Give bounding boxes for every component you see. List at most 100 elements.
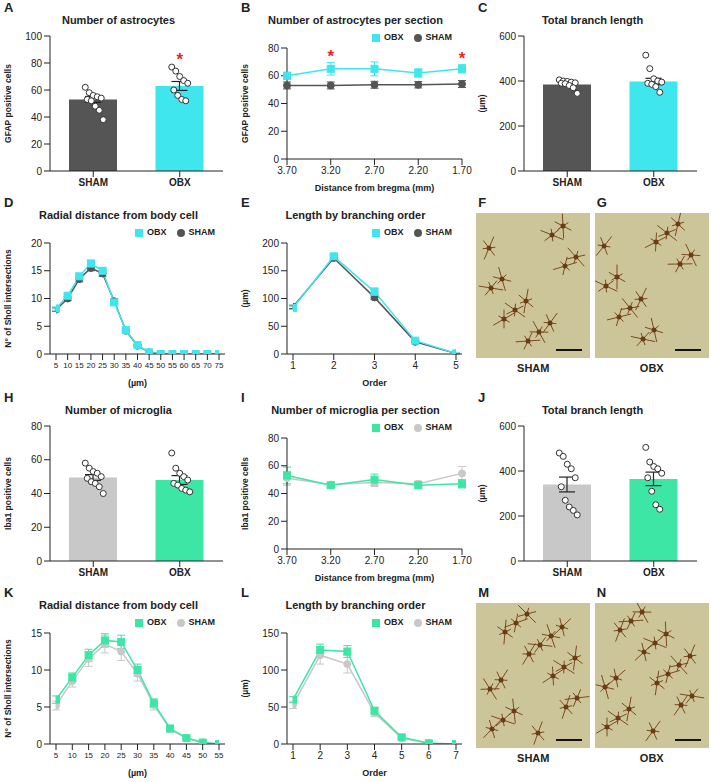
svg-text:10: 10 (31, 293, 43, 304)
svg-text:*: * (459, 49, 466, 68)
svg-text:7: 7 (453, 750, 459, 761)
svg-text:N° of Sholl intersections: N° of Sholl intersections (3, 249, 13, 348)
svg-text:(µm): (µm) (477, 94, 487, 112)
svg-text:Distance from bregma (mm): Distance from bregma (mm) (315, 183, 435, 193)
svg-text:60: 60 (268, 460, 280, 471)
svg-text:60: 60 (180, 361, 189, 370)
svg-text:3.20: 3.20 (321, 555, 341, 566)
svg-text:6: 6 (426, 750, 432, 761)
svg-text:20: 20 (31, 238, 43, 249)
svg-text:25: 25 (98, 361, 107, 370)
svg-text:1: 1 (290, 750, 296, 761)
svg-text:70: 70 (203, 361, 212, 370)
svg-text:2: 2 (317, 750, 323, 761)
svg-text:10: 10 (63, 361, 72, 370)
svg-text:0: 0 (273, 739, 279, 750)
svg-text:15: 15 (31, 265, 43, 276)
svg-text:1.70: 1.70 (452, 165, 472, 176)
svg-text:4: 4 (372, 750, 378, 761)
svg-text:45: 45 (182, 751, 191, 760)
svg-text:600: 600 (499, 31, 516, 42)
svg-text:SHAM: SHAM (553, 567, 582, 578)
svg-text:2.20: 2.20 (409, 555, 429, 566)
svg-text:15: 15 (75, 361, 84, 370)
svg-text:35: 35 (149, 751, 158, 760)
svg-text:40: 40 (31, 112, 43, 123)
svg-text:0: 0 (510, 166, 516, 177)
svg-text:50: 50 (198, 751, 207, 760)
svg-text:2.70: 2.70 (365, 555, 385, 566)
svg-text:10: 10 (68, 751, 77, 760)
svg-text:5: 5 (54, 361, 59, 370)
svg-text:Iba1 positive cells: Iba1 positive cells (240, 457, 250, 530)
svg-text:SHAM: SHAM (79, 567, 108, 578)
svg-text:80: 80 (31, 421, 43, 432)
svg-text:80: 80 (268, 433, 280, 444)
svg-text:Iba1 positive cells: Iba1 positive cells (3, 457, 13, 530)
svg-text:GFAP positive cells: GFAP positive cells (240, 64, 250, 143)
svg-text:Order: Order (362, 378, 387, 388)
svg-text:0: 0 (273, 154, 279, 165)
svg-text:0: 0 (36, 739, 42, 750)
svg-text:60: 60 (31, 85, 43, 96)
svg-text:20: 20 (100, 751, 109, 760)
svg-text:20: 20 (86, 361, 95, 370)
svg-text:0: 0 (36, 166, 42, 177)
svg-text:Distance from bregma (mm): Distance from bregma (mm) (315, 573, 435, 583)
svg-text:20: 20 (268, 516, 280, 527)
svg-text:2.20: 2.20 (409, 165, 429, 176)
svg-text:(µm): (µm) (240, 289, 250, 307)
svg-text:OBX: OBX (169, 567, 191, 578)
svg-text:400: 400 (499, 466, 516, 477)
svg-text:40: 40 (133, 361, 142, 370)
svg-text:200: 200 (262, 238, 279, 249)
svg-text:1.70: 1.70 (452, 555, 472, 566)
svg-text:40: 40 (31, 488, 43, 499)
svg-text:35: 35 (121, 361, 130, 370)
svg-text:40: 40 (166, 751, 175, 760)
svg-text:40: 40 (268, 488, 280, 499)
svg-text:(µm): (µm) (128, 378, 147, 388)
svg-text:0: 0 (36, 556, 42, 567)
svg-text:5: 5 (453, 360, 459, 371)
svg-text:100: 100 (262, 293, 279, 304)
svg-text:3: 3 (372, 360, 378, 371)
svg-text:Order: Order (362, 768, 387, 778)
svg-text:40: 40 (268, 98, 280, 109)
svg-text:55: 55 (168, 361, 177, 370)
svg-text:5: 5 (399, 750, 405, 761)
svg-text:30: 30 (110, 361, 119, 370)
svg-text:3.20: 3.20 (321, 165, 341, 176)
svg-text:45: 45 (145, 361, 154, 370)
svg-text:60: 60 (31, 454, 43, 465)
svg-text:5: 5 (54, 751, 59, 760)
svg-text:25: 25 (117, 751, 126, 760)
svg-text:50: 50 (268, 321, 280, 332)
svg-text:0: 0 (273, 349, 279, 360)
svg-text:0: 0 (273, 544, 279, 555)
svg-text:*: * (176, 50, 183, 69)
svg-text:200: 200 (499, 511, 516, 522)
svg-text:N° of Sholl intersections: N° of Sholl intersections (3, 639, 13, 738)
svg-text:4: 4 (412, 360, 418, 371)
svg-text:50: 50 (268, 702, 280, 713)
svg-text:150: 150 (262, 628, 279, 639)
svg-text:2.70: 2.70 (365, 165, 385, 176)
svg-text:55: 55 (215, 751, 224, 760)
svg-text:5: 5 (36, 321, 42, 332)
svg-text:1: 1 (290, 360, 296, 371)
svg-text:OBX: OBX (643, 567, 665, 578)
svg-text:(µm): (µm) (240, 679, 250, 697)
svg-text:400: 400 (499, 76, 516, 87)
svg-text:(µm): (µm) (128, 768, 147, 778)
svg-text:100: 100 (262, 665, 279, 676)
svg-text:20: 20 (268, 126, 280, 137)
svg-text:150: 150 (262, 265, 279, 276)
svg-text:30: 30 (133, 751, 142, 760)
svg-text:OBX: OBX (643, 177, 665, 188)
svg-text:(µm): (µm) (477, 484, 487, 502)
svg-text:80: 80 (268, 43, 280, 54)
svg-text:100: 100 (25, 31, 42, 42)
svg-text:3.70: 3.70 (277, 555, 297, 566)
svg-text:20: 20 (31, 522, 43, 533)
